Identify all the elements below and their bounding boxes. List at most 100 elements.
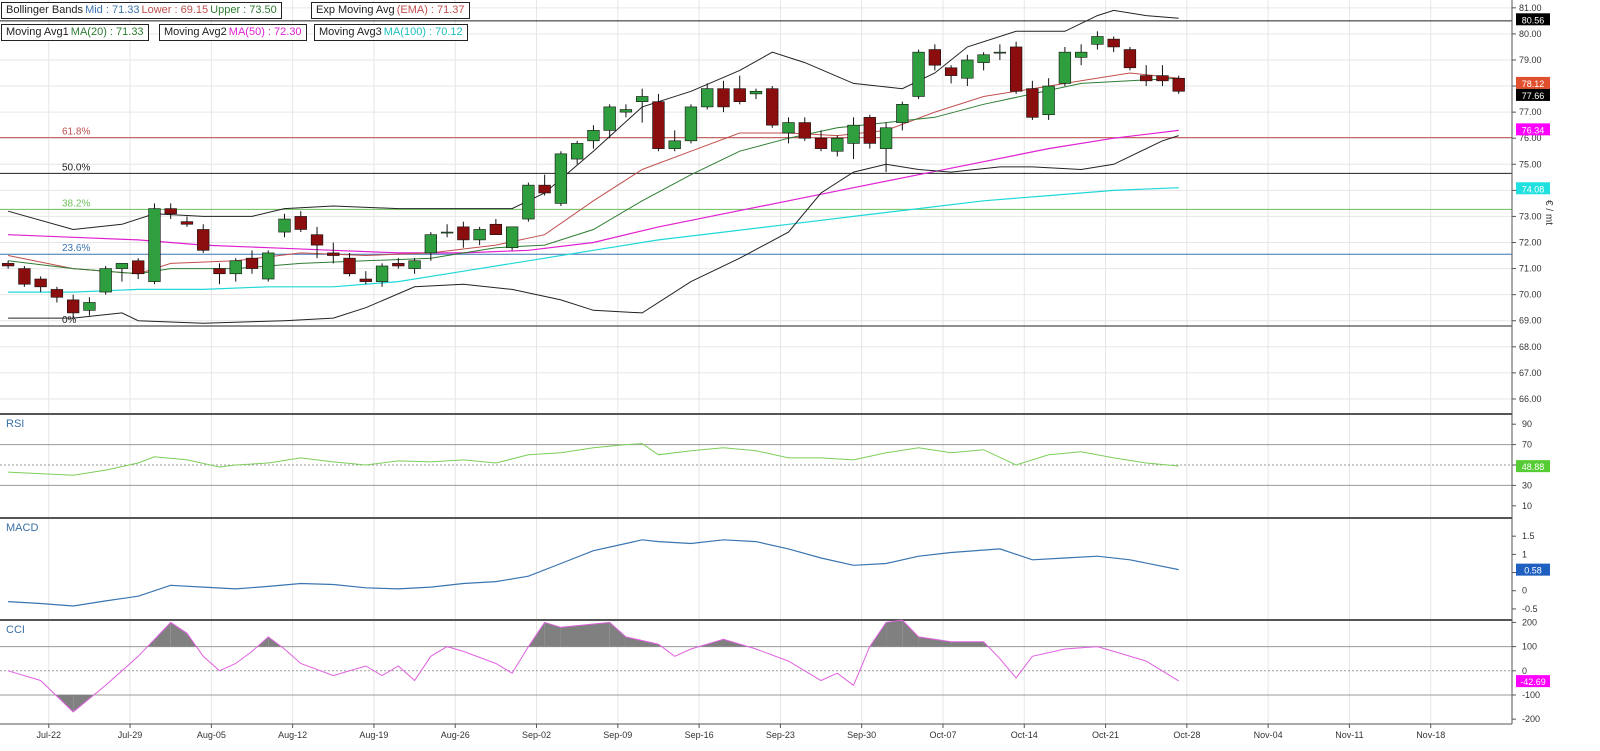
- candle-body: [180, 221, 194, 225]
- cci-title: CCI: [6, 624, 25, 636]
- candle-body: [83, 302, 96, 311]
- candle-body: [294, 216, 307, 230]
- legend-bollinger: Bollinger Bands Mid : 71.33 Lower : 69.15 U…: [1, 2, 282, 19]
- legend-ma1-param: MA(20) : 71.33: [70, 26, 144, 38]
- price-tag-label: 74.08: [1522, 184, 1545, 194]
- price-axis-unit: € / mt: [1543, 200, 1554, 225]
- price-tick-label: 71.00: [1519, 264, 1542, 274]
- candle-body: [115, 263, 129, 269]
- cci-tick-label: -200: [1522, 714, 1540, 724]
- price-tick-label: 67.00: [1519, 368, 1542, 378]
- candle-body: [1156, 75, 1169, 82]
- candle-body: [245, 257, 259, 269]
- rsi-tick-label: 90: [1522, 419, 1532, 429]
- legend-ema: Exp Moving Avg (EMA) : 71.37: [311, 2, 470, 19]
- pane-macd-bg: [0, 518, 1512, 618]
- cci-fill-region: [625, 636, 659, 647]
- price-tag-bg: [1516, 76, 1550, 89]
- candle-body: [343, 257, 356, 275]
- candle-body: [847, 124, 860, 144]
- candle-body: [733, 88, 746, 102]
- price-tag-label: 80.56: [1522, 15, 1545, 25]
- price-tag-label: 77.66: [1522, 91, 1545, 101]
- candle-body: [164, 208, 177, 215]
- pane-price-bg: [0, 0, 1512, 412]
- candle-body: [1026, 88, 1039, 118]
- candle-body: [928, 49, 941, 66]
- date-label: Sep-02: [522, 730, 551, 740]
- candle-body: [327, 252, 340, 256]
- price-tick-label: 66.00: [1519, 394, 1542, 404]
- date-label: Sep-23: [766, 730, 795, 740]
- legend-ma3: Moving Avg3 MA(100) : 70.12: [314, 24, 468, 41]
- candle-body: [814, 137, 828, 149]
- date-label: Sep-16: [685, 730, 714, 740]
- price-tick-label: 81.00: [1519, 3, 1542, 13]
- cci-fill-region: [154, 622, 171, 647]
- rsi-line: [8, 443, 1179, 476]
- candle-body: [912, 51, 925, 97]
- legend-bollinger-upper: Upper : 73.50: [210, 4, 277, 16]
- candle-body: [67, 299, 80, 314]
- candle-body: [310, 234, 324, 246]
- candle-body: [278, 218, 291, 233]
- candle-body: [1140, 75, 1153, 82]
- candle-body: [766, 88, 779, 126]
- date-label: Aug-26: [441, 730, 470, 740]
- date-label: Nov-04: [1254, 730, 1283, 740]
- candle-body: [619, 109, 633, 113]
- candle-body: [993, 51, 1007, 54]
- price-tag-label: 76.34: [1522, 125, 1545, 135]
- price-tick-label: 77.00: [1519, 107, 1542, 117]
- pane-cci-bg: [0, 620, 1512, 724]
- candle-body: [863, 117, 876, 144]
- candle-body: [636, 96, 649, 102]
- cci-fill-region: [560, 622, 610, 647]
- rsi-tick-label: 10: [1522, 501, 1532, 511]
- date-label: Oct-21: [1092, 730, 1119, 740]
- date-label: Aug-19: [359, 730, 388, 740]
- candle-body: [440, 231, 454, 234]
- date-label: Aug-12: [278, 730, 307, 740]
- candle-body: [896, 104, 909, 123]
- candle-body: [457, 226, 470, 241]
- date-label: Aug-05: [197, 730, 226, 740]
- rsi-title: RSI: [6, 418, 24, 430]
- macd-tick-label: 1: [1522, 549, 1527, 559]
- date-label: Nov-11: [1335, 730, 1363, 740]
- candle-body: [359, 278, 372, 282]
- ma100-line: [8, 187, 1179, 293]
- rsi-value-label: 48.88: [1522, 462, 1545, 472]
- bollinger-upper-line: [7, 9, 1179, 231]
- price-tick-label: 76.00: [1519, 133, 1542, 143]
- candle-body: [1009, 46, 1023, 92]
- price-tick-label: 72.00: [1519, 238, 1542, 248]
- fib-label: 61.8%: [62, 127, 90, 138]
- candle-body: [554, 153, 568, 204]
- macd-title: MACD: [6, 522, 38, 534]
- price-tick-label: 75.00: [1519, 159, 1542, 169]
- cci-fill-region: [902, 620, 919, 647]
- price-tick-label: 80.00: [1519, 29, 1542, 39]
- candle-body: [213, 268, 226, 275]
- candle-body: [961, 59, 974, 79]
- cci-value-label: -42.69: [1520, 677, 1546, 687]
- macd-tick-label: -0.5: [1522, 604, 1538, 614]
- legend-bollinger-mid: Mid : 71.33: [85, 4, 140, 16]
- candle-body: [392, 263, 405, 267]
- candle-body: [782, 122, 795, 134]
- cci-fill-region: [918, 636, 952, 647]
- candle-body: [652, 101, 665, 149]
- fib-label: 50.0%: [62, 162, 90, 173]
- candle-body: [197, 229, 210, 251]
- price-tick-label: 69.00: [1519, 316, 1542, 326]
- macd-tick-label: 1.5: [1522, 531, 1535, 541]
- legend-ema-name: Exp Moving Avg: [316, 4, 395, 16]
- cci-value-tag: [1516, 675, 1550, 688]
- candle-body: [489, 223, 503, 235]
- candle-body: [831, 137, 844, 152]
- price-tag-label: 78.12: [1522, 79, 1545, 89]
- candle-body: [1172, 77, 1185, 92]
- candle-body: [749, 90, 763, 95]
